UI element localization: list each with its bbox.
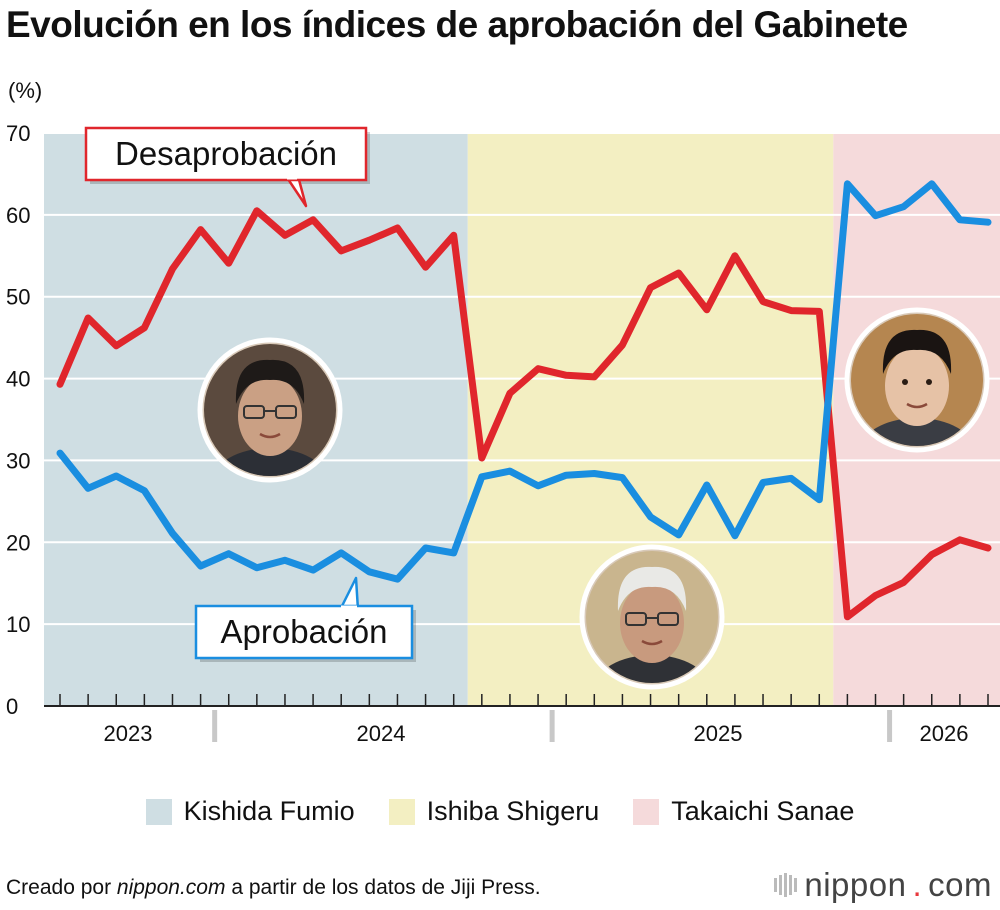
brand-logo: nippon. com (772, 866, 992, 904)
portrait-takaichi (844, 307, 990, 453)
y-tick-label: 10 (6, 612, 30, 637)
legend-label-takaichi: Takaichi Sanae (671, 796, 855, 826)
callout-text: Desaprobación (115, 135, 337, 172)
y-tick-label: 0 (6, 694, 18, 719)
approval-chart: 0 10 20 30 40 50 60 70 2023 2024 2025 2026 Desapro… (6, 121, 1000, 746)
callout-text: Aprobación (221, 613, 388, 650)
aprobacion-line (56, 180, 992, 583)
legend-swatch-takaichi (633, 798, 660, 825)
y-tick-label: 70 (6, 121, 30, 146)
callout-box (84, 126, 368, 182)
brand-mark-icon (774, 873, 798, 897)
y-tick-label: 20 (6, 530, 30, 555)
x-year-label: 2025 (694, 721, 743, 746)
x-year-label: 2024 (357, 721, 406, 746)
brand-tld: com (928, 866, 992, 903)
brand-dot: . (912, 866, 923, 903)
x-year-label: 2026 (920, 721, 969, 746)
legend-label-kishida: Kishida Fumio (183, 796, 355, 826)
source-note: Creado por nippon.com a partir de los da… (6, 876, 541, 900)
callout-desaprobacion: Desaprobación (84, 126, 370, 208)
y-tick-label: 60 (6, 203, 30, 228)
y-tick-label: 50 (6, 285, 30, 310)
portrait-ishiba (579, 544, 725, 690)
callout-box (194, 604, 414, 660)
legend-label-ishiba: Ishiba Shigeru (426, 796, 600, 826)
legend-swatch-kishida (145, 798, 172, 825)
legend-item-ishiba: Ishiba Shigeru (388, 796, 600, 827)
source-suffix: a partir de los datos de Jiji Press. (225, 876, 541, 899)
y-tick-label: 30 (6, 448, 30, 473)
legend-item-kishida: Kishida Fumio (145, 796, 355, 827)
legend-swatch-ishiba (388, 798, 415, 825)
x-year-label: 2023 (104, 721, 153, 746)
y-axis-unit: (%) (8, 78, 43, 103)
callout-aprobacion: Aprobación (194, 576, 416, 662)
legend-item-takaichi: Takaichi Sanae (633, 796, 854, 827)
source-site: nippon.com (116, 876, 226, 899)
desaprobacion-line (56, 207, 992, 621)
source-prefix: Creado por (6, 876, 117, 899)
chart-title: Evolución en los índices de aprobación d… (6, 4, 908, 45)
y-tick-label: 40 (6, 367, 30, 392)
brand-name: nippon (804, 866, 907, 903)
legend: Kishida Fumio Ishiba Shigeru Takaichi Sa… (0, 796, 1000, 827)
portrait-kishida (197, 337, 343, 483)
